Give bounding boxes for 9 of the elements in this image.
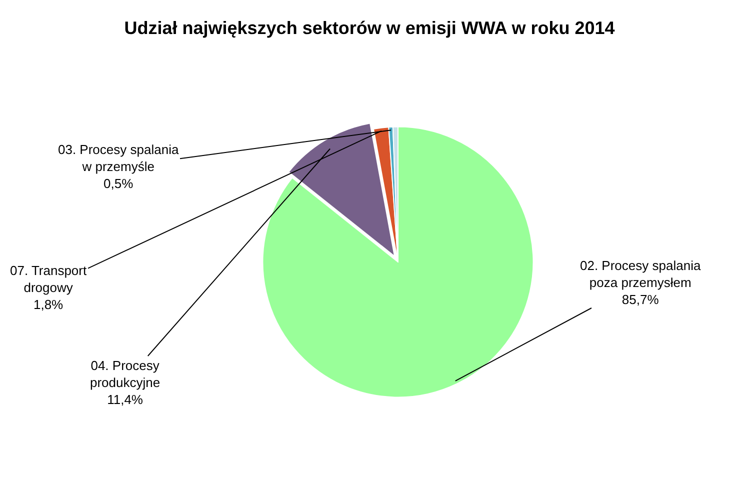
slice-label: 04. Procesy produkcyjne	[90, 358, 160, 390]
data-label: 85,7%	[622, 292, 660, 307]
data-label: 11,4%	[107, 392, 144, 407]
slice-label: 02. Procesy spalania poza przemysłem	[580, 258, 702, 290]
data-label: 0,5%	[104, 176, 134, 191]
data-label: 1,8%	[33, 296, 64, 312]
chart-title: Udział największych sektorów w emisji WWA w roku 2014	[124, 18, 615, 38]
slice-label: 03. Procesy spalania w przemyśle	[58, 142, 180, 174]
slice-label: 07. Transport drogowy	[10, 263, 87, 295]
